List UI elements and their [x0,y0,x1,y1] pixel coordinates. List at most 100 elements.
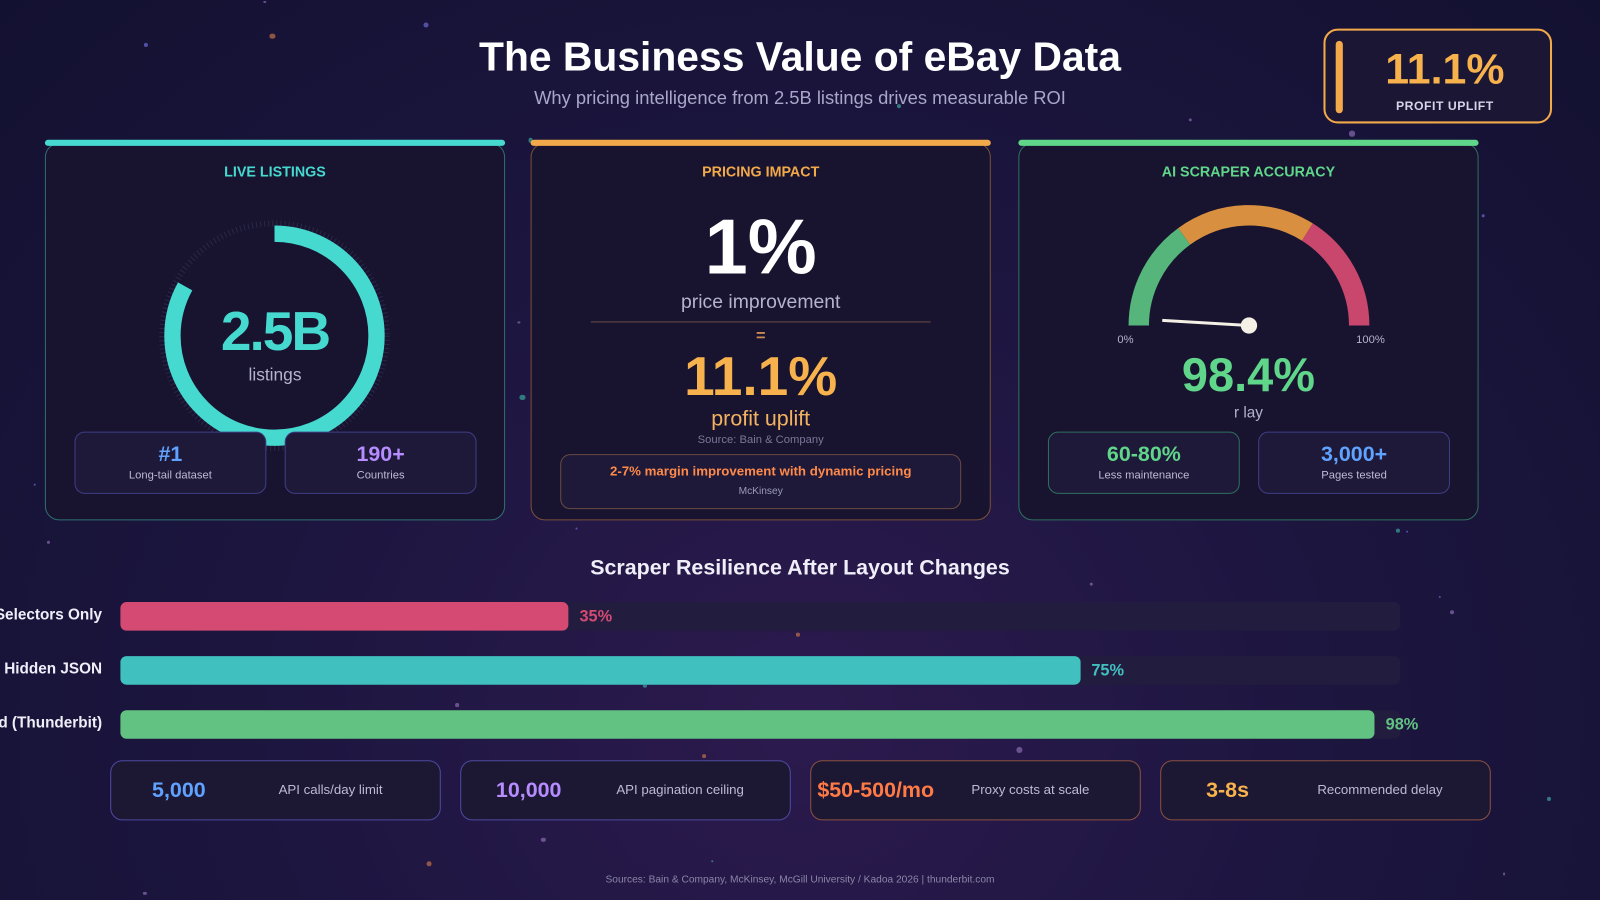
star-dot [642,682,648,688]
bar-category-label: d (Thunderbit) [0,714,103,732]
gauge-needle-hub [1240,317,1258,334]
bar-value-label: 75% [1091,662,1125,680]
star-dot [1547,797,1552,802]
card-accent-bar [44,139,506,146]
stat-value: $50-500/mo [817,778,935,803]
stat-label: Pages tested [1321,469,1387,482]
callout-source: McKinsey [738,485,783,497]
gauge-segment-low [1128,228,1191,326]
equals-sign: = [755,327,766,345]
bar-fill [120,710,1375,739]
stat-card: 10,000 API pagination ceiling [460,760,791,821]
card-heading: PRICING IMPACT [702,163,820,180]
star-dot [796,632,800,637]
bar-track [120,656,1400,685]
stat-label: Less maintenance [1098,469,1190,482]
star-dot [144,42,149,47]
star-dot [575,527,578,530]
live-listings-card: LIVE LISTINGS 2.5B listings #1 Long-tail… [44,139,506,521]
pricing-source: Source: Bain & Company [697,433,824,446]
star-dot [710,860,714,863]
mckinsey-callout: 2-7% margin improvement with dynamic pri… [560,454,962,510]
star-dot [263,0,266,4]
star-dot [540,837,546,843]
star-dot [33,483,36,486]
stat-label: Long-tail dataset [128,469,212,482]
star-dot [1438,595,1441,599]
chart-title: Scraper Resilience After Layout Changes [590,556,1010,580]
stat-countries: 190+ Countries [284,431,477,494]
bar-category-label: Selectors Only [0,606,103,624]
gauge-segment-mid [1178,205,1313,245]
gauge-needle [1162,318,1250,328]
bar-value-label: 35% [579,608,613,626]
stat-pages-tested: 3,000+ Pages tested [1258,431,1450,494]
accuracy-gauge [1128,205,1370,334]
stat-label: API calls/day limit [278,781,383,797]
accuracy-value: 98.4% [1181,347,1316,402]
stat-label: Proxy costs at scale [971,781,1090,797]
card-heading: LIVE LISTINGS [224,163,326,180]
card-accent-bar [1018,139,1479,146]
stat-card: 3-8s Recommended delay [1160,760,1491,821]
star-dot [1406,530,1409,533]
gauge-max-label: 100% [1356,333,1385,346]
star-dot [143,891,147,896]
stat-label: API pagination ceiling [616,781,744,797]
gauge-segment-high [1301,223,1370,326]
card-accent-bar [530,139,991,146]
stat-value: 3-8s [1206,778,1250,803]
stat-label: Recommended delay [1317,781,1443,797]
page-subtitle: Why pricing intelligence from 2.5B listi… [534,87,1066,109]
bar-fill [120,656,1081,685]
stat-value: 190+ [356,442,405,467]
profit-uplift-value: 11.1% [684,345,838,408]
ai-scraper-accuracy-card: AI SCRAPER ACCURACY 0% 100% 98.4% r lay … [1018,139,1479,521]
star-dot [1016,746,1023,753]
profit-uplift-label: profit uplift [711,407,811,431]
bar-track [120,602,1400,631]
listings-ring [159,220,390,452]
stat-value: #1 [158,442,183,467]
star-dot [1502,872,1505,876]
stat-card: 5,000 API calls/day limit [110,760,441,821]
stat-long-tail: #1 Long-tail dataset [74,431,267,494]
star-dot [1450,610,1455,615]
gauge-min-label: 0% [1117,333,1134,346]
listings-value: 2.5B [220,301,331,363]
page-title: The Business Value of eBay Data [479,34,1121,80]
star-dot [1349,131,1355,137]
stat-value: 60-80% [1106,442,1181,467]
badge-accent-bar [1335,40,1343,114]
stat-card: $50-500/mo Proxy costs at scale [810,760,1141,821]
footer-sources: Sources: Bain & Company, McKinsey, McGil… [605,874,995,886]
star-dot [455,703,459,707]
divider [590,321,931,323]
stat-label: Countries [356,469,405,482]
star-dot [517,321,520,324]
star-dot [702,754,707,759]
ring-progress [164,225,385,446]
card-heading: AI SCRAPER ACCURACY [1161,163,1336,180]
star-dot [1481,214,1485,218]
star-dot [269,33,276,40]
bar-value-label: 98% [1385,716,1419,734]
star-dot [47,540,51,544]
stat-value: 5,000 [152,778,206,803]
profit-uplift-badge: 11.1% PROFIT UPLIFT [1323,28,1553,124]
badge-label: PROFIT UPLIFT [1395,98,1494,114]
stat-value: 3,000+ [1320,442,1388,467]
bar-category-label: Hidden JSON [4,660,103,678]
stat-value: 10,000 [495,778,562,803]
star-dot [1395,528,1400,533]
price-improvement-label: price improvement [680,291,841,314]
star-dot [519,394,526,401]
price-improvement-value: 1% [704,204,817,291]
bar-track [120,710,1400,739]
pricing-impact-card: PRICING IMPACT 1% price improvement = 11… [530,139,991,521]
accuracy-label-fragment: r lay [1233,404,1263,422]
bar-fill [120,602,569,631]
callout-text: 2-7% margin improvement with dynamic pri… [609,463,912,479]
star-dot [897,103,902,108]
